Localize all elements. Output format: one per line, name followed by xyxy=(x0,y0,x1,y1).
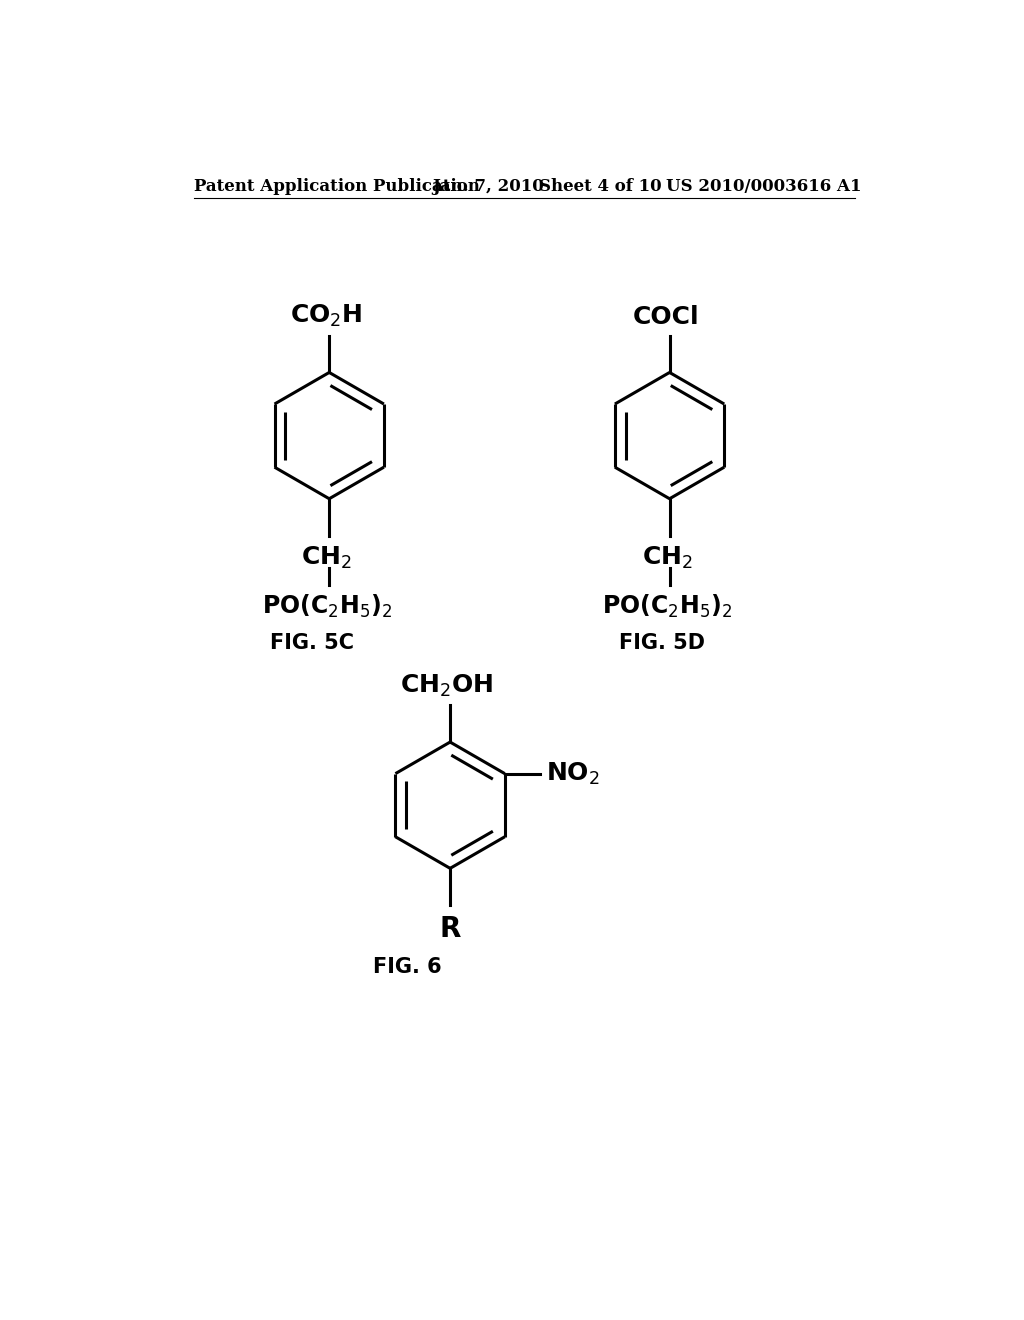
Text: CH$_2$: CH$_2$ xyxy=(301,545,352,572)
Text: COCl: COCl xyxy=(633,305,699,330)
Text: US 2010/0003616 A1: US 2010/0003616 A1 xyxy=(666,178,861,195)
Text: NO$_2$: NO$_2$ xyxy=(547,760,600,787)
Text: Patent Application Publication: Patent Application Publication xyxy=(195,178,480,195)
Text: FIG. 5C: FIG. 5C xyxy=(270,632,354,652)
Text: Jan. 7, 2010: Jan. 7, 2010 xyxy=(432,178,544,195)
Text: FIG. 6: FIG. 6 xyxy=(374,957,442,977)
Text: CH$_2$OH: CH$_2$OH xyxy=(400,673,494,700)
Text: Sheet 4 of 10: Sheet 4 of 10 xyxy=(539,178,662,195)
Text: CO$_2$H: CO$_2$H xyxy=(290,304,362,330)
Text: PO(C$_2$H$_5$)$_2$: PO(C$_2$H$_5$)$_2$ xyxy=(602,593,732,620)
Text: CH$_2$: CH$_2$ xyxy=(642,545,692,572)
Text: FIG. 5D: FIG. 5D xyxy=(618,632,705,652)
Text: PO(C$_2$H$_5$)$_2$: PO(C$_2$H$_5$)$_2$ xyxy=(262,593,392,620)
Text: R: R xyxy=(439,915,461,942)
